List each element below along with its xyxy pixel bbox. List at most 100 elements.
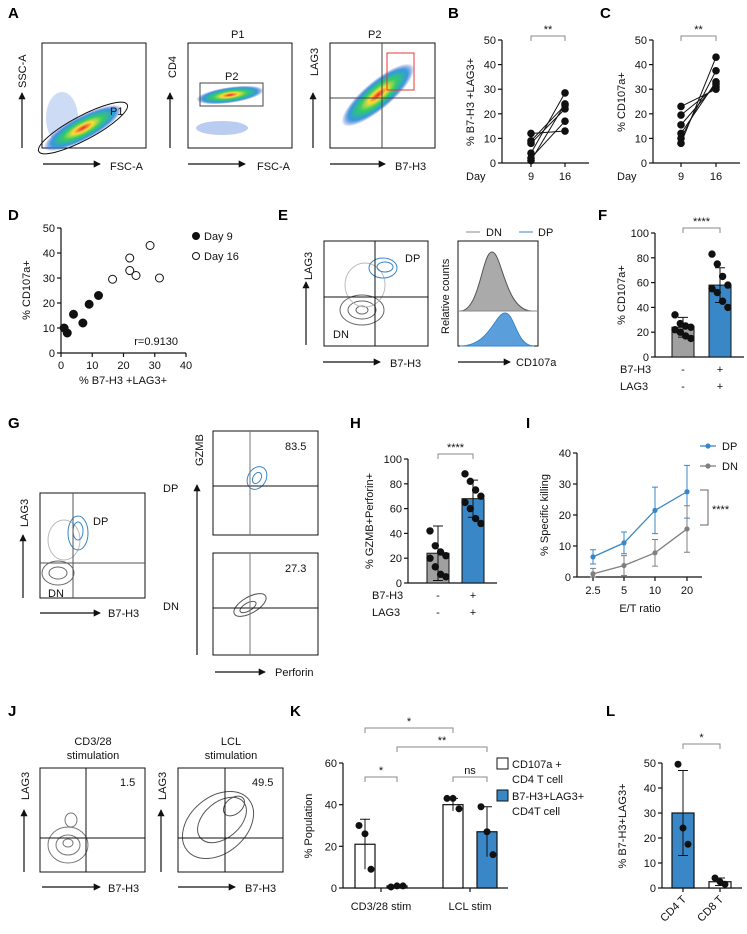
chart-c: 0 10 20 30 40 50 9 16 Day ** % CD107a+: [616, 24, 740, 183]
legend-label: CD107a +: [512, 759, 562, 771]
g-dn-value: 27.3: [285, 563, 306, 575]
significance-label: ****: [693, 216, 711, 228]
hist-x-label: CD107a: [516, 357, 557, 369]
data-point: [431, 542, 439, 550]
data-point: [192, 232, 200, 240]
e-y-label: LAG3: [303, 252, 315, 280]
chart-k: 0 20 40 60 CD3/28 stim LCL stim % Population * n…: [303, 716, 584, 913]
a3-x-label: B7-H3: [395, 161, 426, 173]
data-point: [192, 252, 200, 260]
y-tick-label: 40: [390, 528, 402, 540]
data-point: [671, 311, 679, 319]
y-tick-label: 20: [559, 510, 571, 522]
significance-bracket: [680, 35, 717, 41]
data-point: [108, 274, 118, 284]
gate-p2-label: P2: [225, 71, 238, 83]
x-tick-label: 30: [149, 360, 161, 372]
hist-legend-dn: DN: [486, 227, 502, 239]
flow-plot-a1: P1 SSC-A FSC-A: [17, 42, 147, 173]
y-tick-label: 50: [43, 223, 55, 235]
legend-label: Day 9: [204, 231, 233, 243]
a3-y-label: LAG3: [309, 48, 321, 76]
data-point: [561, 89, 569, 97]
y-tick-label: 10: [484, 133, 496, 145]
data-point: [561, 117, 569, 125]
data-point: [426, 527, 434, 535]
panel-label-a: A: [8, 5, 19, 22]
legend-marker: [705, 463, 711, 469]
g-row-dn: DN: [163, 601, 179, 613]
x-tick-label: 9: [678, 171, 684, 183]
data-point: [724, 281, 732, 289]
data-point: [677, 139, 685, 148]
j-right-y-label: LAG3: [157, 772, 169, 800]
legend-label: Day 16: [204, 251, 239, 263]
pair-line: [530, 103, 566, 161]
y-tick-label: 50: [635, 35, 647, 47]
data-point: [708, 250, 716, 258]
y-tick-label: 0: [650, 883, 656, 895]
sign-label: -: [681, 381, 685, 393]
data-point: [687, 334, 695, 343]
data-point: [677, 111, 685, 119]
data-point: [94, 291, 103, 300]
y-tick-label: 10: [43, 323, 55, 335]
legend-swatch: [496, 757, 509, 770]
j-left-x-label: B7-H3: [108, 883, 139, 895]
y-tick-label: 40: [635, 60, 647, 72]
y-tick-label: 0: [643, 352, 649, 364]
x-axis-label: % B7-H3 +LAG3+: [79, 375, 167, 387]
y-axis-label: % CD107a+: [616, 265, 628, 325]
data-point: [477, 803, 485, 811]
pair-line: [530, 92, 566, 154]
panel-label-j: J: [8, 703, 16, 720]
panel-label-l: L: [606, 703, 615, 720]
j-left-title-2: stimulation: [67, 750, 120, 762]
a2-title: P1: [231, 29, 244, 41]
data-point: [621, 562, 627, 569]
a1-y-label: SSC-A: [17, 54, 29, 88]
y-tick-label: 20: [637, 327, 649, 339]
g-right-x-label: Perforin: [275, 667, 314, 679]
y-tick-label: 0: [396, 578, 402, 590]
data-point: [679, 824, 687, 832]
y-tick-label: 40: [637, 302, 649, 314]
y-tick-label: 40: [484, 60, 496, 72]
y-tick-label: 50: [644, 758, 656, 770]
chart-h: 0 20 40 60 80 100 - - + + B7-H3 LAG3 **** % GZMB+Perf…: [364, 442, 497, 619]
significance-bracket: [364, 727, 454, 733]
panel-label-h: H: [350, 415, 361, 432]
sign-label: -: [681, 364, 685, 376]
data-point: [145, 241, 155, 250]
data-point: [461, 470, 469, 478]
correlation-annotation: r=0.9130: [134, 336, 178, 348]
a1-x-label: FSC-A: [110, 161, 144, 173]
data-point: [442, 552, 450, 560]
data-point: [471, 514, 480, 523]
y-tick-label: 10: [559, 541, 571, 553]
legend-label: B7-H3+LAG3+: [512, 791, 584, 803]
data-point: [489, 851, 497, 859]
panel-label-k: K: [290, 703, 301, 720]
y-tick-label: 30: [43, 273, 55, 285]
data-point: [652, 550, 658, 556]
legend-label: CD4 T cell: [512, 774, 563, 786]
data-point: [355, 822, 363, 829]
significance-bracket: [530, 35, 566, 41]
data-point: [154, 273, 164, 283]
data-point: [455, 805, 463, 813]
significance-label: *: [379, 765, 384, 777]
data-point: [461, 498, 469, 507]
data-point: [677, 121, 685, 129]
series-line-dn: [592, 528, 688, 575]
j-left-y-label: LAG3: [20, 772, 32, 800]
sign-label: +: [470, 607, 476, 619]
data-point: [466, 504, 474, 513]
data-point: [621, 540, 627, 546]
y-tick-label: 20: [325, 841, 337, 853]
data-point: [652, 507, 658, 513]
significance-bracket: [700, 489, 709, 526]
flow-plot-a2: P1 P2 CD4 FSC-A: [166, 29, 293, 173]
data-point: [483, 828, 491, 836]
